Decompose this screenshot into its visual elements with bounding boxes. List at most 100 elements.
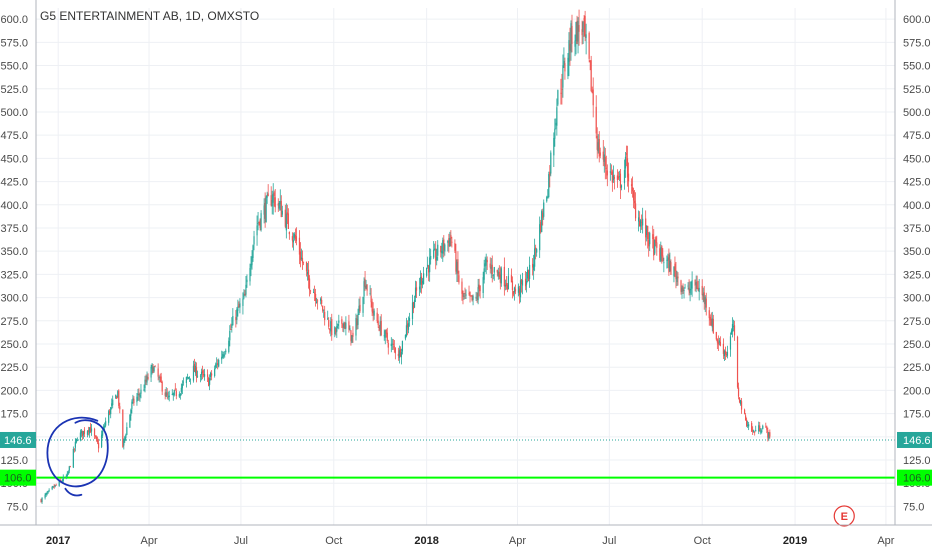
candle-body: [716, 339, 718, 343]
earnings-marker-label: E: [841, 511, 848, 523]
candle: [504, 279, 506, 291]
candle: [541, 209, 543, 233]
candle-body: [525, 280, 528, 285]
y-tick-label-left: 375.0: [0, 223, 28, 235]
candle: [281, 205, 283, 218]
price-tag-left: 106.0: [4, 473, 32, 485]
candle-body: [119, 406, 121, 410]
candle: [244, 289, 246, 296]
candle-body: [682, 285, 684, 292]
candle: [656, 235, 658, 256]
candle: [280, 195, 282, 218]
candle-body: [561, 88, 563, 90]
candle-body: [243, 294, 245, 298]
candle: [634, 192, 637, 222]
candle: [440, 245, 442, 258]
candle: [762, 424, 764, 430]
candle-body: [642, 218, 644, 226]
candle-body: [548, 174, 550, 197]
candle-body: [335, 328, 337, 333]
candle-body: [689, 288, 691, 294]
candle: [41, 497, 43, 504]
candle: [725, 351, 728, 358]
candle-body: [556, 107, 558, 126]
candle-body: [526, 269, 529, 279]
y-tick-label-left: 500.0: [0, 107, 28, 119]
candle-body: [681, 287, 683, 292]
candle-body: [146, 375, 148, 383]
candle: [202, 369, 205, 378]
candle: [491, 255, 493, 283]
candle: [577, 17, 579, 54]
candle-body: [415, 287, 418, 291]
candle-body: [65, 475, 67, 477]
candle: [293, 232, 296, 241]
candle-body: [737, 387, 740, 397]
candle-body: [371, 301, 373, 312]
candle: [357, 308, 359, 330]
y-tick-label-right: 550.0: [903, 61, 931, 73]
candle: [386, 327, 388, 343]
candle-body: [130, 409, 132, 416]
candle: [755, 425, 757, 432]
candle-body: [315, 294, 317, 301]
candle-body: [97, 442, 100, 449]
candle: [543, 199, 545, 220]
candle-body: [129, 414, 131, 428]
candle: [696, 275, 698, 290]
candle: [398, 345, 400, 364]
y-tick-label-right: 200.0: [903, 385, 931, 397]
candle-body: [324, 311, 326, 320]
candle-body: [449, 237, 451, 247]
candle: [681, 285, 683, 299]
candle: [626, 145, 629, 187]
candle: [703, 286, 705, 310]
candle-body: [497, 271, 499, 276]
candle: [322, 305, 324, 313]
candle-body: [485, 258, 487, 266]
candle: [97, 438, 100, 453]
candle-body: [399, 349, 401, 356]
candle-body: [348, 321, 350, 330]
candle: [510, 268, 513, 283]
price-tag-right-box: [897, 469, 932, 486]
candle: [427, 256, 429, 269]
candle: [549, 165, 551, 188]
candle-body: [423, 273, 425, 285]
candle: [377, 313, 379, 328]
candles: [40, 9, 771, 504]
candle: [660, 241, 662, 263]
candle-body: [214, 368, 216, 376]
candle: [470, 295, 472, 297]
candle: [256, 215, 258, 246]
candle-body: [305, 261, 308, 272]
y-tick-label-right: 300.0: [903, 293, 931, 305]
candle: [513, 286, 516, 301]
candle: [746, 417, 748, 428]
candle-body: [464, 292, 466, 294]
candle: [719, 336, 721, 347]
price-tag-right-box: [897, 431, 932, 448]
candle: [582, 20, 584, 45]
candle: [436, 248, 438, 266]
candle-body: [152, 366, 154, 374]
candle-body: [270, 195, 272, 206]
candle: [729, 332, 732, 357]
price-tag-right: 106.0: [903, 473, 931, 485]
candle-body: [638, 217, 640, 222]
candle-body: [738, 397, 741, 403]
candle: [533, 254, 535, 280]
candle-body: [196, 375, 199, 377]
candle: [659, 244, 661, 262]
candle: [349, 325, 351, 331]
candle: [673, 266, 675, 283]
candle: [434, 243, 436, 251]
candle-body: [145, 379, 147, 382]
candle: [472, 294, 474, 306]
candle-body: [754, 431, 756, 433]
candle: [462, 290, 464, 305]
grid: [36, 8, 895, 525]
candle: [642, 207, 644, 234]
candle-body: [704, 296, 706, 305]
